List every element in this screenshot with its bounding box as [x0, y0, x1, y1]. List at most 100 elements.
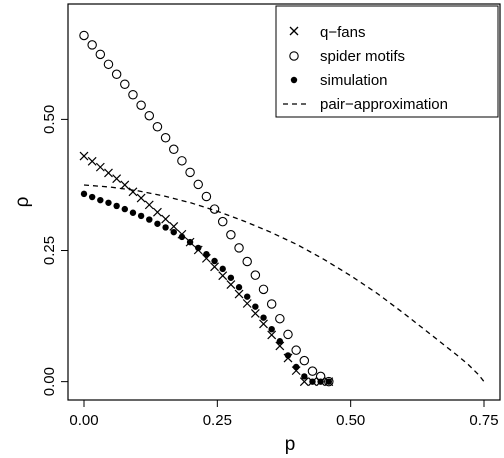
- spider-motifs-point: [95, 49, 106, 60]
- legend-label-spider-motifs: spider motifs: [320, 48, 405, 65]
- simulation-point: [186, 238, 194, 246]
- spider-motifs-point: [87, 40, 97, 50]
- legend-item-simulation: simulation: [290, 72, 388, 89]
- q-fans-point: [128, 187, 138, 197]
- q-fans-point: [79, 151, 89, 161]
- x-tick-label: 0.50: [336, 412, 365, 429]
- simulation-point: [317, 378, 324, 385]
- q-fans-point: [250, 309, 260, 318]
- spider-motifs-point: [103, 59, 114, 70]
- simulation-point: [105, 199, 112, 206]
- legend-marker-cross: [289, 26, 299, 36]
- legend-item-pair-approximation: pair−approximation: [283, 96, 448, 113]
- y-axis: 0.00 0.25 0.50: [41, 105, 69, 396]
- spider-motifs-point: [258, 284, 269, 295]
- x-axis: 0.00 0.25 0.50 0.75: [69, 399, 499, 429]
- y-tick-label: 0.00: [41, 367, 58, 396]
- series-open-circle: [79, 30, 334, 387]
- spider-motifs-point: [120, 79, 130, 89]
- q-fans-point: [218, 271, 228, 281]
- spider-motifs-point: [226, 230, 236, 240]
- simulation-point: [162, 224, 169, 231]
- q-fans-point: [112, 174, 122, 184]
- simulation-point: [154, 220, 161, 227]
- simulation-point: [129, 209, 137, 216]
- spider-motifs-point: [234, 243, 244, 253]
- spider-motifs-point: [324, 376, 334, 387]
- q-fans-point: [259, 319, 268, 329]
- simulation-point: [292, 363, 300, 371]
- q-fans-point: [95, 162, 105, 172]
- x-tick-label: 0.00: [69, 412, 98, 429]
- simulation-point: [309, 378, 316, 385]
- legend-label-simulation: simulation: [320, 72, 388, 89]
- simulation-point: [219, 265, 226, 273]
- legend: q−fans spider motifs simulation pair−app…: [275, 5, 499, 118]
- q-fans-point: [161, 214, 171, 224]
- simulation-point: [170, 228, 177, 236]
- legend-marker-filled-circle: [290, 76, 298, 84]
- x-tick-label: 0.75: [469, 412, 498, 429]
- q-fans-point: [242, 299, 252, 308]
- simulation-point: [137, 212, 145, 220]
- simulation-point: [121, 205, 128, 213]
- x-axis-title: p: [285, 434, 296, 455]
- q-fans-point: [87, 156, 97, 166]
- legend-label-pair-approximation: pair−approximation: [320, 96, 448, 113]
- spider-motifs-point: [152, 121, 163, 132]
- x-tick-label: 0.25: [203, 412, 232, 429]
- spider-motifs-point: [217, 216, 228, 227]
- simulation-point: [284, 352, 292, 359]
- spider-motifs-point: [307, 366, 318, 376]
- simulation-point: [227, 274, 235, 281]
- q-fans-point: [144, 200, 154, 210]
- simulation-point: [252, 303, 259, 310]
- q-fans-point: [299, 377, 309, 387]
- simulation-point: [276, 338, 284, 345]
- q-fans-point: [169, 221, 179, 231]
- simulation-point: [268, 325, 275, 333]
- simulation-point: [178, 233, 186, 241]
- simulation-point: [88, 193, 96, 201]
- spider-motifs-point: [185, 167, 195, 178]
- simulation-point: [195, 244, 202, 252]
- q-fans-point: [120, 180, 130, 190]
- pair-approximation-line: [83, 184, 485, 382]
- simulation-point: [260, 314, 267, 321]
- spider-motifs-point: [111, 69, 122, 80]
- plot-area: [79, 30, 485, 387]
- spider-motifs-point: [193, 179, 203, 190]
- spider-motifs-point: [242, 256, 252, 267]
- legend-item-q-fans: q−fans: [289, 24, 365, 41]
- spider-motifs-point: [275, 313, 285, 324]
- spider-motifs-point: [169, 144, 179, 155]
- simulation-point: [146, 216, 153, 223]
- spider-motifs-point: [250, 270, 261, 280]
- spider-motifs-point: [128, 89, 138, 100]
- y-axis-title: ρ: [12, 196, 33, 207]
- series-cross: [79, 151, 334, 387]
- q-fans-point: [104, 168, 113, 178]
- simulation-point: [80, 190, 88, 198]
- spider-motifs-point: [136, 100, 146, 110]
- legend-box: [275, 5, 499, 118]
- simulation-point: [301, 373, 308, 380]
- q-fans-point: [267, 330, 277, 340]
- q-fans-point: [210, 262, 219, 272]
- y-tick-label: 0.25: [41, 236, 58, 265]
- y-tick-label: 0.50: [41, 105, 58, 134]
- spider-motifs-point: [283, 329, 293, 340]
- q-fans-point: [275, 341, 285, 351]
- spider-motifs-point: [79, 30, 89, 41]
- simulation-point: [203, 250, 210, 258]
- q-fans-point: [234, 289, 244, 299]
- spider-motifs-point: [266, 299, 277, 309]
- spider-motifs-point: [299, 355, 310, 366]
- series-filled-circle: [80, 190, 332, 385]
- q-fans-point: [136, 193, 146, 203]
- spider-motifs-point: [160, 132, 171, 143]
- series-dashed-line: [83, 184, 485, 382]
- q-fans-point: [226, 280, 236, 290]
- simulation-point: [235, 284, 243, 291]
